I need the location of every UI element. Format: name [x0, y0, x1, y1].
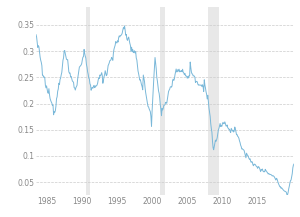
Bar: [86, 7, 90, 195]
Bar: [208, 7, 220, 195]
Bar: [160, 7, 165, 195]
